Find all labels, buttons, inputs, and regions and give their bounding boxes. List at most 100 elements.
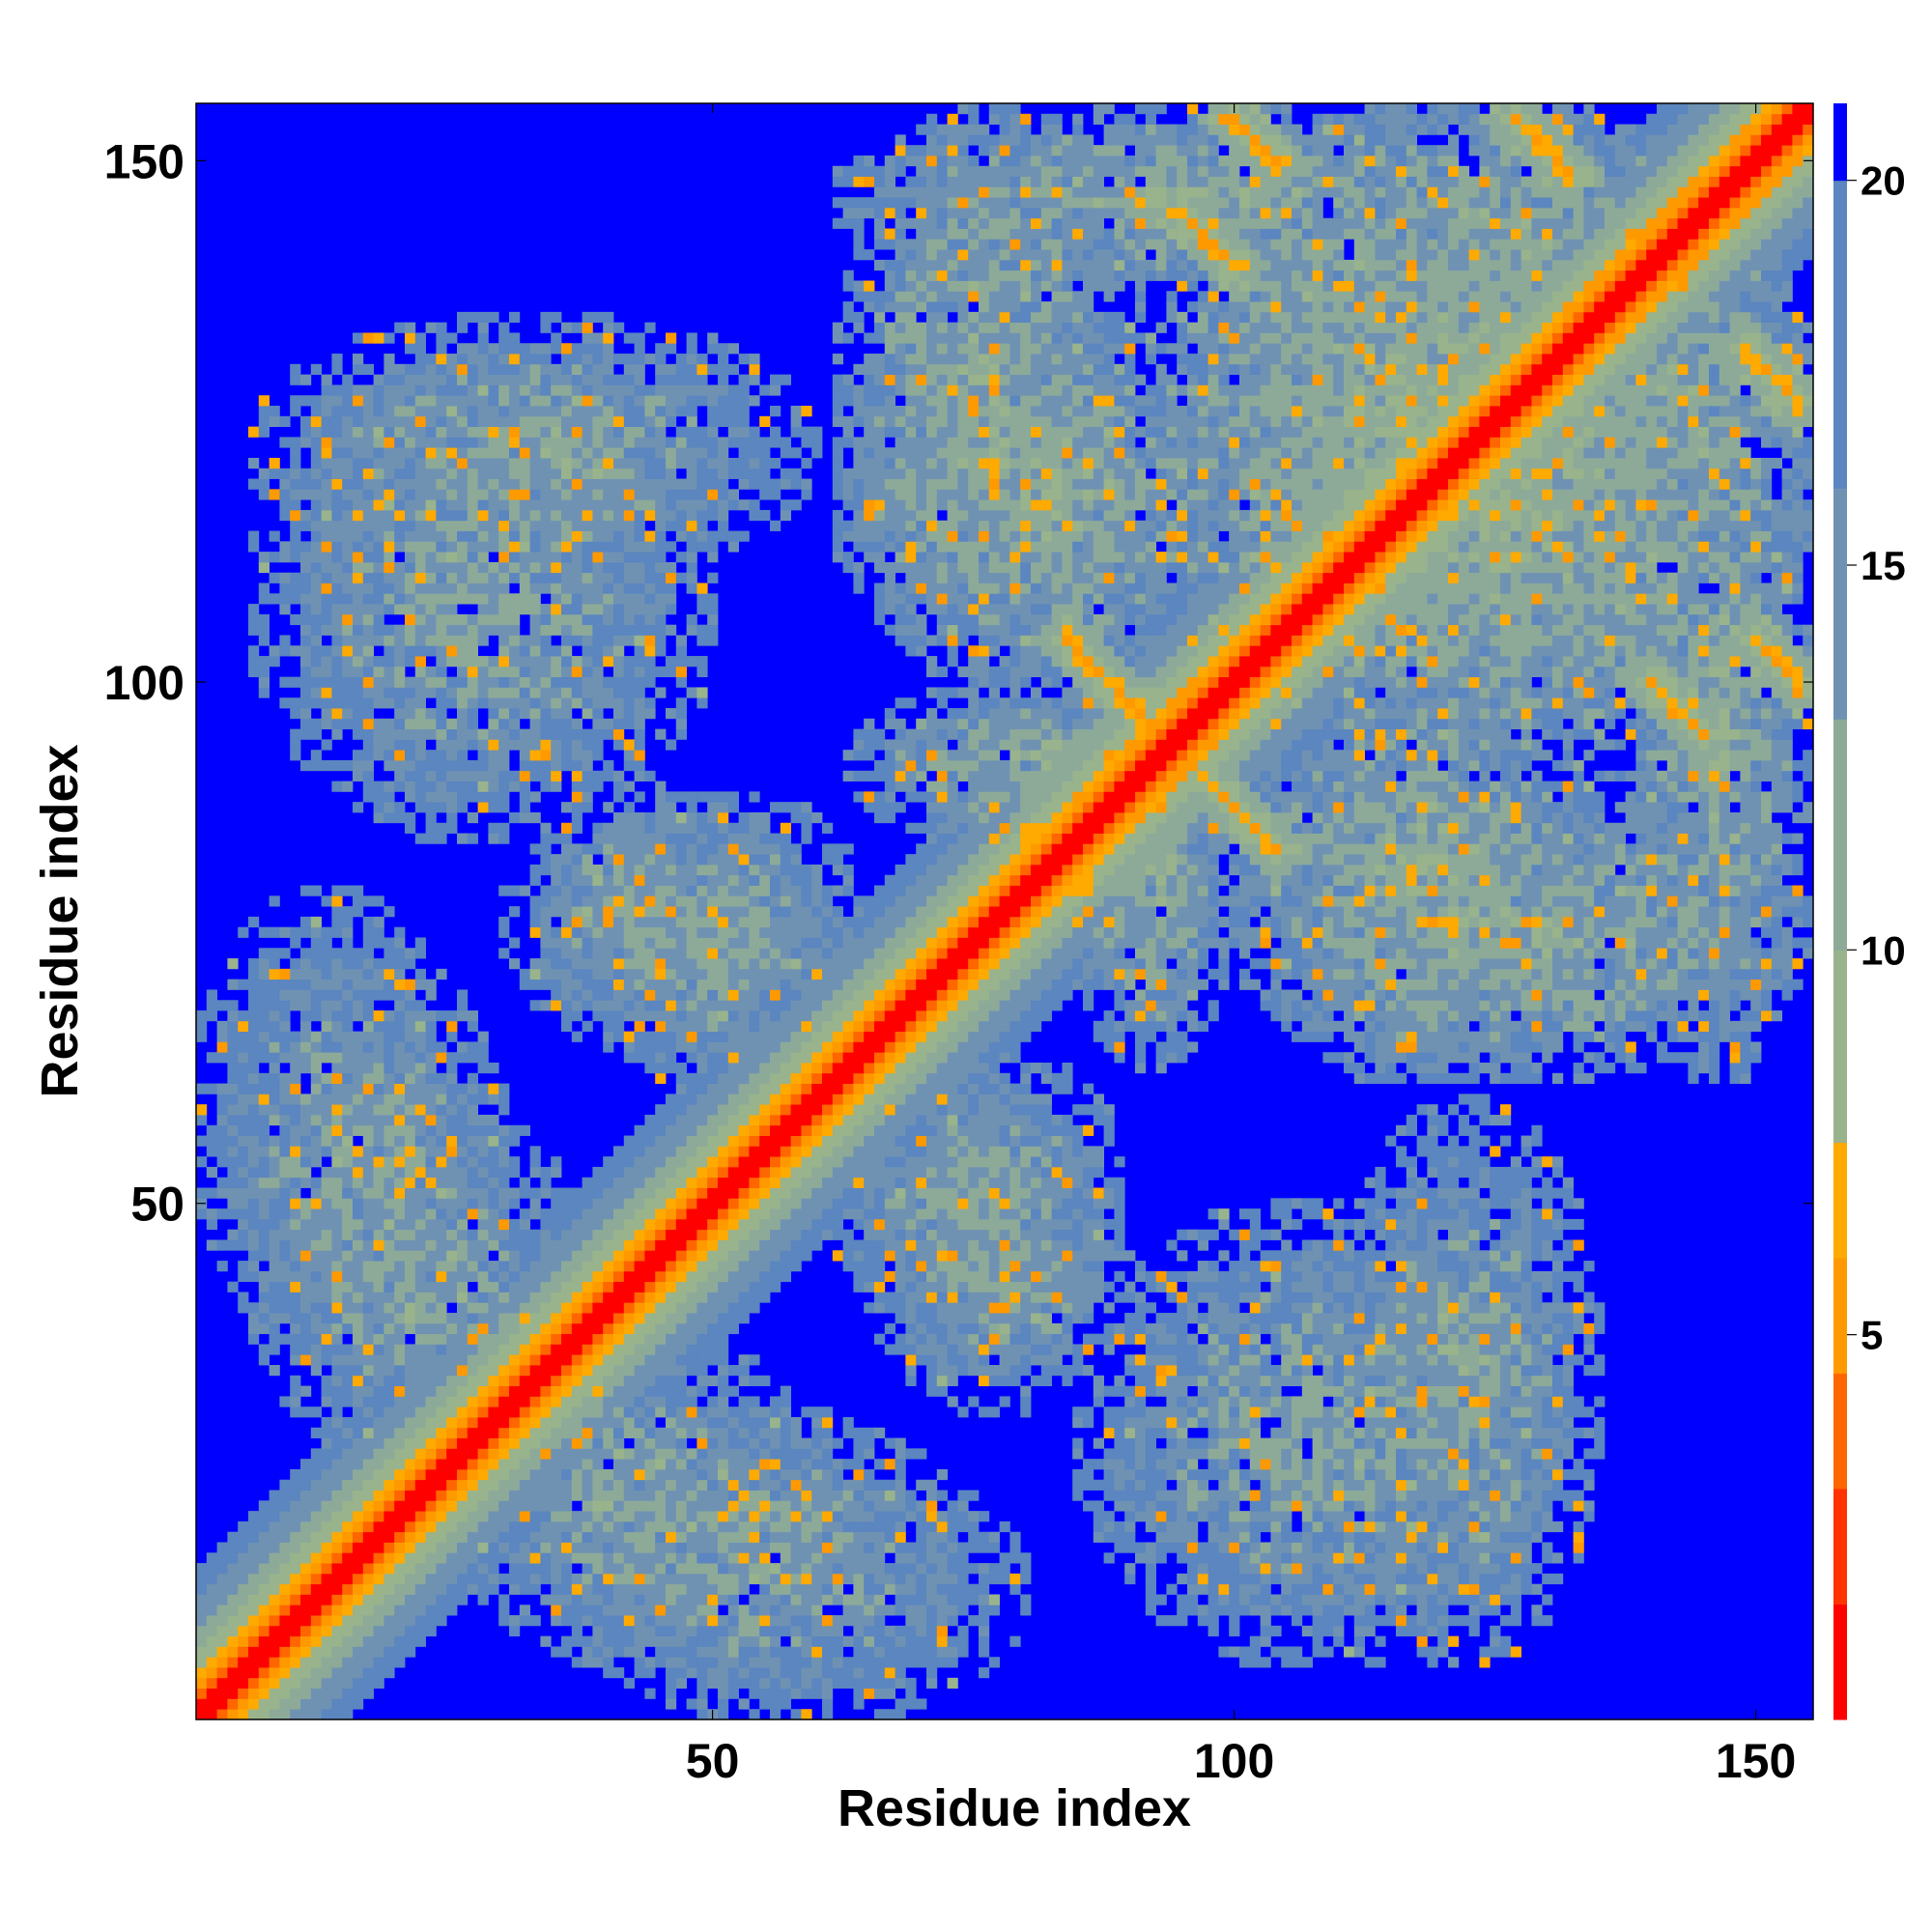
heatmap-cell <box>258 1531 270 1543</box>
heatmap-cell <box>623 926 635 938</box>
heatmap-cell <box>248 1239 260 1251</box>
heatmap-cell <box>571 1490 582 1501</box>
heatmap-cell <box>603 604 614 615</box>
heatmap-cell <box>216 1657 228 1668</box>
heatmap-cell <box>519 520 530 531</box>
heatmap-cell <box>634 1281 645 1293</box>
heatmap-cell <box>269 1573 280 1585</box>
heatmap-cell <box>405 948 416 959</box>
heatmap-cell <box>634 541 645 553</box>
heatmap-cell <box>446 1250 458 1262</box>
heatmap-cell <box>467 1020 478 1033</box>
heatmap-cell <box>258 1605 270 1616</box>
heatmap-cell <box>675 1531 687 1543</box>
heatmap-cell <box>362 937 374 949</box>
heatmap-cell <box>405 1552 416 1564</box>
heatmap-cell <box>603 989 614 1001</box>
heatmap-cell <box>603 1511 614 1522</box>
heatmap-cell <box>446 1531 458 1543</box>
heatmap-cell <box>321 718 332 730</box>
heatmap-cell <box>696 520 708 531</box>
heatmap-cell <box>707 1448 719 1460</box>
heatmap-cell <box>498 1333 510 1345</box>
heatmap-cell <box>540 406 552 417</box>
heatmap-cell <box>436 1208 447 1220</box>
heatmap-cell <box>582 739 593 751</box>
heatmap-cell <box>529 478 541 490</box>
heatmap-cell <box>613 906 625 918</box>
heatmap-cell <box>436 530 447 542</box>
heatmap-cell <box>603 854 614 866</box>
heatmap-cell <box>373 1531 384 1543</box>
heatmap-cell <box>592 687 604 698</box>
heatmap-cell <box>331 1250 343 1262</box>
heatmap-cell <box>321 1072 332 1084</box>
heatmap-cell <box>310 582 322 594</box>
heatmap-cell <box>613 687 625 698</box>
heatmap-cell <box>414 593 426 605</box>
heatmap-cell <box>279 1146 291 1157</box>
heatmap-cell <box>696 1322 708 1335</box>
heatmap-cell <box>425 676 437 688</box>
heatmap-cell <box>666 1635 677 1647</box>
heatmap-cell <box>540 1459 552 1470</box>
heatmap-cell <box>603 1218 614 1231</box>
heatmap-cell <box>342 1239 354 1251</box>
heatmap-cell <box>488 457 499 469</box>
heatmap-cell <box>206 1166 217 1179</box>
heatmap-cell <box>603 343 614 355</box>
heatmap-cell <box>258 593 270 605</box>
heatmap-cell <box>353 968 364 980</box>
heatmap-cell <box>686 1406 697 1418</box>
heatmap-cell <box>582 395 593 407</box>
heatmap-cell <box>331 1688 343 1699</box>
heatmap-cell <box>290 1124 301 1136</box>
heatmap-cell <box>655 1229 667 1240</box>
heatmap-cell <box>582 593 593 605</box>
heatmap-cell <box>603 1020 614 1033</box>
heatmap-cell <box>686 791 697 803</box>
heatmap-cell <box>425 1500 437 1512</box>
heatmap-cell <box>321 582 332 594</box>
heatmap-cell <box>477 530 489 542</box>
heatmap-cell <box>353 885 364 896</box>
heatmap-cell <box>571 520 582 531</box>
heatmap-cell <box>457 1583 469 1595</box>
heatmap-cell <box>655 791 667 803</box>
heatmap-cell <box>436 1479 447 1491</box>
heatmap-cell <box>477 322 489 333</box>
heatmap-cell <box>300 1146 312 1157</box>
heatmap-cell <box>488 1459 499 1470</box>
heatmap-cell <box>707 1270 719 1283</box>
heatmap-cell <box>248 1041 260 1053</box>
heatmap-cell <box>457 718 469 730</box>
heatmap-cell <box>561 718 573 730</box>
heatmap-cell <box>613 1333 625 1345</box>
heatmap-cell <box>644 1605 656 1616</box>
heatmap-cell <box>613 1437 625 1449</box>
heatmap-cell <box>592 874 604 886</box>
heatmap-cell <box>529 1187 541 1199</box>
heatmap-cell <box>384 1250 395 1262</box>
heatmap-cell <box>258 624 270 636</box>
heatmap-cell <box>623 1208 635 1220</box>
heatmap-cell <box>279 1688 291 1699</box>
heatmap-cell <box>686 624 697 636</box>
heatmap-cell <box>592 468 604 479</box>
heatmap-cell <box>498 916 510 928</box>
heatmap-cell <box>446 457 458 469</box>
heatmap-cell <box>394 1135 406 1147</box>
heatmap-cell <box>707 1114 719 1126</box>
heatmap-cell <box>373 426 384 438</box>
heatmap-cell <box>310 885 322 896</box>
heatmap-cell <box>551 478 562 490</box>
heatmap-cell <box>436 1406 447 1418</box>
heatmap-cell <box>634 552 645 563</box>
heatmap-cell <box>551 645 562 657</box>
heatmap-cell <box>675 874 687 886</box>
heatmap-cell <box>310 1292 322 1303</box>
heatmap-cell <box>384 1573 395 1585</box>
heatmap-cell <box>540 1166 552 1179</box>
heatmap-cell <box>718 1041 729 1053</box>
heatmap-cell <box>331 1166 343 1179</box>
